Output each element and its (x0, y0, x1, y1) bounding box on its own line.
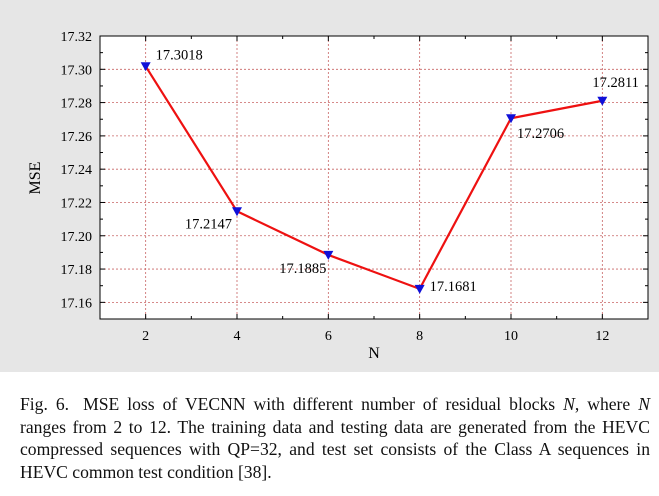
data-label: 17.1681 (430, 279, 477, 295)
y-tick-label: 17.18 (61, 263, 93, 278)
caption-symbol-n-2: N (638, 394, 650, 414)
y-tick-label: 17.28 (61, 97, 93, 112)
data-label: 17.2706 (517, 126, 564, 142)
caption-text-1: MSE loss of VECNN with different number … (83, 394, 556, 414)
x-tick-label: 2 (142, 329, 149, 344)
data-point-marker (414, 284, 425, 294)
caption-text-3: ranges from 2 to 12. The training data a… (20, 416, 650, 482)
data-label: 17.2811 (592, 75, 639, 91)
data-point-marker (506, 114, 516, 124)
y-tick-label: 17.30 (61, 63, 93, 78)
series-line (144, 65, 603, 290)
x-tick-label: 10 (504, 329, 518, 344)
series (140, 62, 608, 294)
y-tick-label: 17.16 (61, 296, 93, 311)
x-axis-label: N (368, 345, 380, 362)
data-point-marker (597, 96, 608, 106)
x-tick-label: 4 (234, 329, 241, 344)
y-tick-label: 17.22 (61, 196, 93, 211)
grid-lines (100, 36, 648, 319)
y-tick-label: 17.24 (61, 163, 93, 178)
x-tick-label: 8 (416, 329, 423, 344)
caption-symbol-n: N (563, 394, 575, 414)
x-tick-label: 6 (325, 329, 332, 344)
caption-label: Fig. 6. (20, 394, 70, 414)
data-label: 17.2147 (185, 216, 232, 232)
data-point-marker (323, 250, 334, 260)
mse-line-chart: 17.16 17.18 17.20 17.22 17.24 17.26 17.28 17.30… (27, 30, 649, 362)
data-label: 17.3018 (156, 47, 203, 63)
axis-ticks: 17.16 17.18 17.20 17.22 17.24 17.26 17.28 17.30… (61, 30, 648, 344)
y-tick-label: 17.32 (61, 30, 93, 45)
data-labels: 17.3018 17.2147 17.1885 17.1681 17.2706 17.28… (156, 47, 639, 295)
plot-area (100, 36, 648, 319)
data-point-marker (232, 207, 242, 217)
caption-text-2: , where (574, 394, 631, 414)
x-tick-label: 12 (595, 329, 609, 344)
data-point-marker (140, 62, 151, 72)
y-tick-label: 17.26 (61, 130, 93, 145)
y-axis-label: MSE (27, 162, 44, 195)
y-tick-label: 17.20 (61, 230, 93, 245)
data-label: 17.1885 (279, 261, 326, 277)
figure-caption: Fig. 6. MSE loss of VECNN with different … (20, 393, 650, 483)
